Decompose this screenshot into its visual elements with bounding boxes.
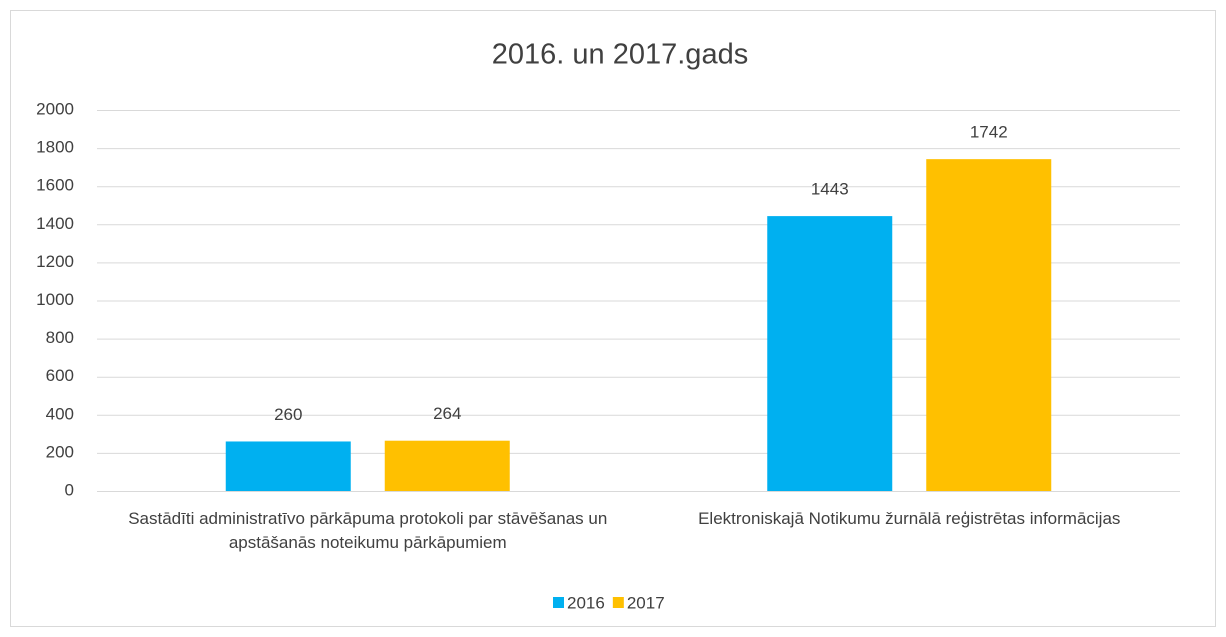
legend-label: 2016 bbox=[567, 593, 605, 612]
y-tick-label: 1200 bbox=[36, 252, 74, 271]
bar bbox=[767, 216, 893, 491]
y-tick-label: 1800 bbox=[36, 138, 74, 157]
legend-swatch bbox=[612, 597, 624, 608]
y-tick-label: 600 bbox=[46, 366, 74, 385]
bar bbox=[384, 440, 510, 491]
y-tick-label: 0 bbox=[65, 480, 74, 499]
legend-label: 2017 bbox=[627, 593, 665, 612]
data-label: 260 bbox=[274, 405, 302, 424]
data-label: 264 bbox=[433, 404, 461, 423]
y-tick-label: 1400 bbox=[36, 214, 74, 233]
y-tick-label: 2000 bbox=[36, 99, 74, 118]
bar bbox=[225, 441, 351, 491]
y-tick-label: 200 bbox=[46, 442, 74, 461]
bar bbox=[926, 159, 1052, 492]
y-tick-label: 800 bbox=[46, 328, 74, 347]
x-tick-label: Sastādīti administratīvo pārkāpuma proto… bbox=[128, 509, 607, 552]
legend-swatch bbox=[553, 597, 564, 608]
y-tick-label: 400 bbox=[46, 404, 74, 423]
chart-title: 2016. un 2017.gads bbox=[492, 39, 748, 71]
x-tick-label: Elektroniskajā Notikumu žurnālā reģistrē… bbox=[698, 509, 1120, 528]
data-label: 1742 bbox=[970, 123, 1008, 142]
y-tick-label: 1600 bbox=[36, 176, 74, 195]
data-label: 1443 bbox=[811, 180, 849, 199]
y-tick-label: 1000 bbox=[36, 290, 74, 309]
